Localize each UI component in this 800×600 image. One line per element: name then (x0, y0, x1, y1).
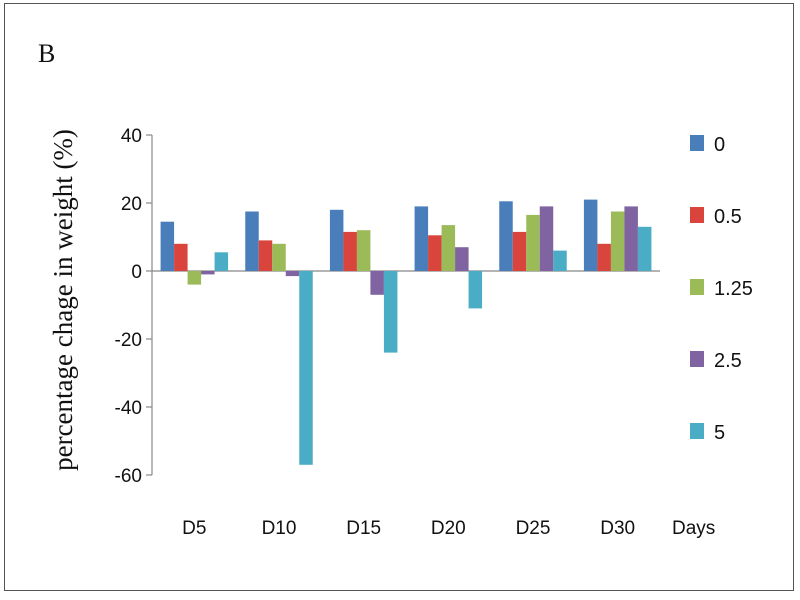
bar (383, 271, 398, 353)
x-tick-label: D5 (182, 518, 206, 539)
bar (526, 214, 540, 271)
bar (174, 243, 188, 271)
chart-frame (4, 3, 794, 591)
panel-label: B (38, 39, 55, 68)
legend-label: 1.25 (714, 278, 753, 300)
y-tick-label: -20 (115, 330, 142, 351)
y-axis-ticks: 40 20 0 -20 -40 -60 (115, 126, 152, 487)
bar (468, 271, 483, 309)
bar (553, 250, 567, 271)
bar (356, 230, 371, 271)
x-axis-label: Days (672, 518, 715, 539)
x-tick-label: D30 (600, 518, 635, 539)
bar (329, 209, 344, 271)
bar (160, 221, 175, 271)
bar (187, 271, 202, 285)
bar (499, 201, 513, 271)
x-tick-label: D10 (262, 518, 297, 539)
y-tick-label: 20 (121, 194, 142, 215)
x-tick-label: D20 (431, 518, 466, 539)
bar (343, 231, 357, 271)
bar (201, 271, 215, 275)
bar (512, 231, 527, 271)
y-tick-label: 0 (131, 262, 142, 283)
bar (441, 225, 456, 271)
legend-label: 0 (714, 134, 725, 156)
legend-swatch (690, 135, 704, 151)
bar (624, 206, 638, 271)
bar (539, 206, 554, 271)
legend-label: 0.5 (714, 206, 742, 228)
bar (583, 199, 598, 271)
bar (370, 271, 384, 295)
legend-swatch (690, 279, 704, 295)
bar (299, 271, 313, 465)
x-tick-label: D25 (516, 518, 551, 539)
legend-swatch (690, 207, 704, 223)
y-tick-label: -60 (115, 466, 142, 487)
bar (610, 211, 625, 271)
bar (414, 206, 429, 271)
legend: 0 0.5 1.25 2.5 5 (690, 134, 753, 444)
bar (637, 226, 652, 271)
legend-label: 2.5 (714, 350, 742, 372)
x-tick-label: D15 (346, 518, 381, 539)
y-tick-label: 40 (121, 126, 142, 147)
legend-label: 5 (714, 422, 725, 444)
bar (214, 252, 229, 271)
y-axis-label: percentage chage in weight (%) (48, 129, 78, 471)
bar (597, 243, 611, 271)
bar (455, 247, 469, 271)
y-tick-label: -40 (115, 398, 142, 419)
bar (245, 211, 259, 271)
bar (258, 240, 273, 271)
legend-swatch (690, 351, 704, 367)
bar (428, 235, 442, 271)
legend-swatch (690, 423, 704, 439)
bar (272, 243, 286, 271)
bars (160, 199, 652, 465)
bar (285, 271, 300, 277)
x-axis-ticks: D5 D10 D15 D20 D25 D30 (182, 518, 635, 539)
